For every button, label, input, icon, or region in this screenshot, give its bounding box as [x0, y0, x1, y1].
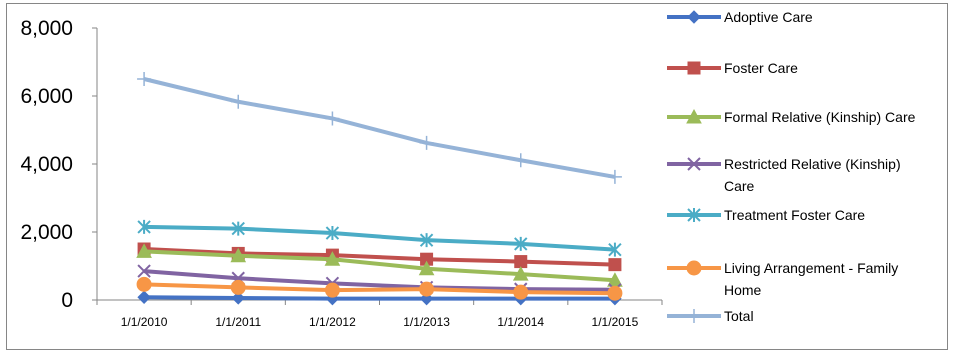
series-treatment-foster-care	[137, 219, 622, 257]
data-point-marker	[231, 221, 245, 236]
data-point-marker	[231, 94, 246, 109]
data-point-marker	[136, 243, 152, 258]
legend-item-restricted-relative-kinship-care: Restricted Relative (Kinship) Care	[667, 156, 901, 194]
x-tick-label: 1/1/2012	[309, 315, 356, 329]
series-line	[143, 77, 616, 179]
data-point-marker	[324, 282, 340, 298]
data-point-marker	[514, 255, 528, 269]
x-tick-label: 1/1/2015	[592, 315, 639, 329]
legend-label: Formal Relative (Kinship) Care	[724, 109, 916, 125]
y-tick-label: 6,000	[20, 85, 73, 108]
data-point-marker	[608, 258, 622, 272]
data-point-marker	[324, 251, 341, 266]
data-point-marker	[419, 135, 434, 150]
legend-swatch-marker	[687, 10, 701, 24]
series-formal-relative-kinship-care	[136, 243, 623, 287]
legend-item-treatment-foster-care: Treatment Foster Care	[667, 207, 865, 223]
series-line	[144, 282, 615, 296]
legend: Adoptive Care Foster Care Formal Relative …	[667, 9, 916, 324]
data-point-marker	[513, 153, 528, 168]
series-line	[143, 247, 615, 267]
legend-label: Living Arrangement - Family Home	[724, 260, 898, 298]
x-tick-label: 1/1/2011	[215, 315, 261, 329]
legend-swatch-marker	[686, 260, 702, 276]
legend-label: Treatment Foster Care	[724, 207, 865, 223]
y-tick-label: 2,000	[20, 221, 73, 244]
x-tick-label: 1/1/2013	[403, 315, 450, 329]
legend-swatch-marker	[687, 309, 701, 323]
x-tick-label: 1/1/2010	[121, 315, 168, 329]
data-point-marker	[419, 281, 435, 297]
legend-label: Restricted Relative (Kinship) Care	[724, 156, 901, 194]
legend-swatch-marker	[686, 108, 702, 124]
data-point-marker	[137, 290, 151, 304]
data-point-marker	[419, 233, 434, 248]
legend-item-formal-relative-kinship-care: Formal Relative (Kinship) Care	[667, 108, 916, 125]
series-total	[137, 72, 622, 184]
legend-item-foster-care: Foster Care	[667, 60, 798, 76]
data-point-marker	[137, 72, 152, 86]
data-point-marker	[512, 266, 529, 281]
data-point-marker	[607, 285, 623, 301]
legend-label: Adoptive Care	[724, 9, 813, 25]
data-point-marker	[607, 169, 622, 184]
series-layer	[136, 72, 623, 306]
legend-swatch-marker	[687, 208, 701, 222]
data-point-marker	[137, 219, 151, 234]
data-point-marker	[231, 291, 245, 305]
data-point-marker	[418, 260, 435, 276]
legend-item-total: Total	[667, 308, 754, 324]
legend-swatch-marker	[687, 61, 701, 75]
legend-swatch-marker	[687, 157, 701, 171]
data-point-marker	[513, 284, 529, 300]
data-point-marker	[137, 264, 151, 278]
y-tick-label: 0	[61, 289, 73, 312]
series-living-arrangement-family-home	[136, 276, 623, 301]
data-point-marker	[514, 236, 528, 251]
axes: 0 2,000 4,000 6,000 8,000 1/1/2010 1/1/2011 1/1…	[20, 17, 663, 329]
data-point-marker	[230, 247, 247, 263]
legend-item-adoptive-care: Adoptive Care	[667, 9, 813, 25]
legend-label: Foster Care	[724, 60, 798, 76]
data-point-marker	[230, 279, 246, 295]
series-line	[144, 224, 616, 252]
data-point-marker	[136, 276, 152, 292]
legend-label: Total	[724, 308, 754, 324]
y-tick-label: 8,000	[20, 17, 73, 40]
series-line	[143, 269, 615, 292]
legend-item-living-arrangement-family-home: Living Arrangement - Family Home	[667, 260, 898, 298]
series-line	[144, 295, 615, 301]
data-point-marker	[608, 242, 622, 257]
series-line	[143, 249, 616, 283]
y-tick-label: 4,000	[20, 153, 73, 176]
data-point-marker	[325, 226, 340, 241]
x-tick-label: 1/1/2014	[497, 315, 544, 329]
data-point-marker	[325, 111, 340, 126]
